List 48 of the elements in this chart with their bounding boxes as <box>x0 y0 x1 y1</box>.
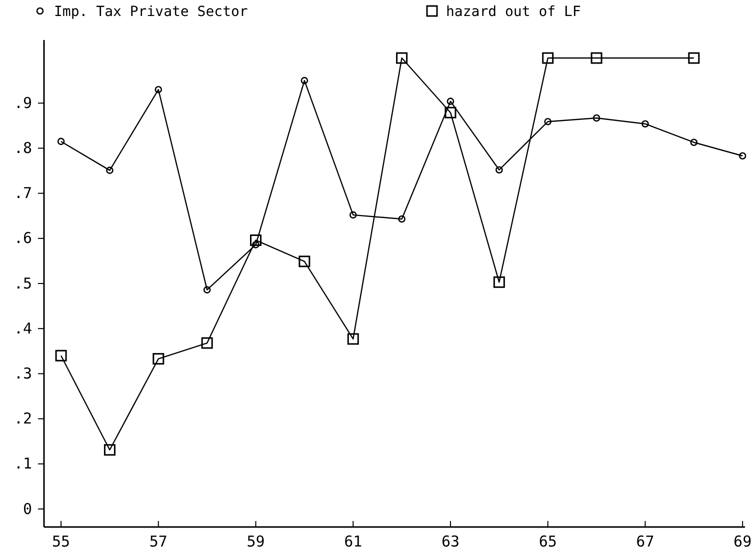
point <box>252 241 260 248</box>
y-tick-label: .7 <box>14 184 32 202</box>
x-tick-label: 61 <box>344 532 362 550</box>
point <box>203 286 211 294</box>
point <box>57 138 65 146</box>
point <box>106 166 114 174</box>
point <box>544 118 552 126</box>
x-tick-label: 57 <box>149 532 168 550</box>
point <box>55 350 67 362</box>
point <box>347 333 359 345</box>
x-tick-label: 67 <box>636 532 654 550</box>
y-tick-label: .3 <box>14 364 32 382</box>
point <box>349 211 357 219</box>
point <box>104 444 116 456</box>
legend-label: Imp. Tax Private Sector <box>54 4 248 20</box>
point <box>152 353 164 365</box>
y-tick-label: .9 <box>14 94 32 112</box>
point <box>592 114 600 122</box>
x-tick-label: 63 <box>441 532 460 550</box>
point <box>398 215 406 223</box>
point <box>496 166 503 174</box>
x-tick-label: 69 <box>734 532 752 550</box>
point <box>642 120 649 128</box>
y-tick-label: .2 <box>14 410 32 428</box>
y-tick-label: 0 <box>22 500 32 518</box>
point <box>300 76 308 84</box>
y-tick-label: .5 <box>14 274 32 292</box>
point <box>444 106 456 118</box>
point <box>201 337 213 349</box>
point <box>690 138 698 146</box>
point <box>250 234 262 246</box>
x-tick-label: 55 <box>52 532 70 550</box>
point <box>590 52 602 64</box>
point <box>738 152 746 160</box>
point <box>298 256 310 268</box>
y-tick-label: .4 <box>14 319 32 338</box>
point <box>688 52 700 64</box>
point <box>154 86 162 94</box>
y-tick-label: .8 <box>14 139 32 158</box>
legend-label: hazard out of LF <box>446 4 581 20</box>
point <box>396 52 408 64</box>
y-tick-label: .1 <box>14 454 32 473</box>
x-tick-label: 59 <box>246 532 265 550</box>
point <box>493 276 505 288</box>
point <box>542 52 554 64</box>
x-tick-label: 65 <box>538 532 557 550</box>
point <box>446 98 454 105</box>
y-tick-label: .6 <box>14 229 32 248</box>
